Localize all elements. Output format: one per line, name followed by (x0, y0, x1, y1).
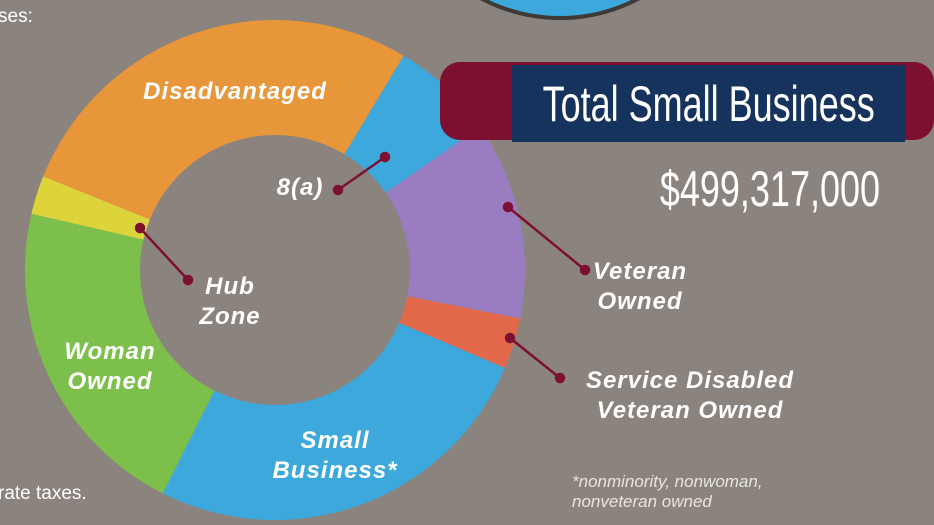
title: Total Small Business (542, 75, 875, 132)
donut-slice (385, 127, 525, 319)
slice-label: Small Business* (272, 427, 398, 484)
leader-dot (502, 201, 514, 213)
side-text: rate taxes. (0, 483, 87, 504)
leader-dot (379, 151, 391, 163)
leader-line (139, 227, 189, 281)
leader-dot (554, 372, 566, 384)
leader-line (507, 206, 586, 271)
leader-line (509, 337, 561, 379)
donut (24, 19, 525, 520)
slice-label: 8(a) (276, 174, 324, 201)
slice-label: Hub Zone (199, 273, 261, 330)
leader-dot (579, 264, 591, 276)
leader-dot (504, 332, 516, 344)
donut-slice (162, 322, 505, 520)
donut-slice (43, 19, 404, 220)
donut-slice (31, 176, 150, 240)
slice-label: Veteran Owned (592, 258, 688, 315)
footnote: *nonminority, nonwoman, nonveteran owned (572, 472, 763, 511)
slice-label: Disadvantaged (143, 78, 327, 105)
amount-box: $499,317,000 (600, 160, 934, 218)
amount: $499,317,000 (659, 161, 881, 217)
slice-label: Service Disabled Veteran Owned (585, 367, 795, 424)
slice-label: Woman Owned (64, 338, 156, 395)
leader-dot (332, 184, 344, 196)
top-circle (480, 0, 640, 20)
leader-dot (134, 222, 146, 234)
leaders (134, 151, 591, 384)
leader-dot (182, 274, 194, 286)
donut-slice (24, 213, 215, 494)
side-text: ses: (0, 6, 33, 27)
leader-line (337, 155, 386, 192)
title-box: Total Small Business (512, 65, 905, 142)
donut-slice (399, 296, 521, 369)
